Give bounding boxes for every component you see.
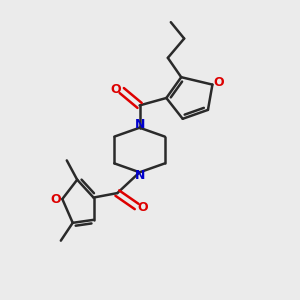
Text: O: O	[50, 193, 61, 206]
Text: O: O	[138, 201, 148, 214]
Text: O: O	[110, 82, 121, 96]
Text: O: O	[214, 76, 224, 89]
Text: N: N	[134, 169, 145, 182]
Text: N: N	[134, 118, 145, 130]
